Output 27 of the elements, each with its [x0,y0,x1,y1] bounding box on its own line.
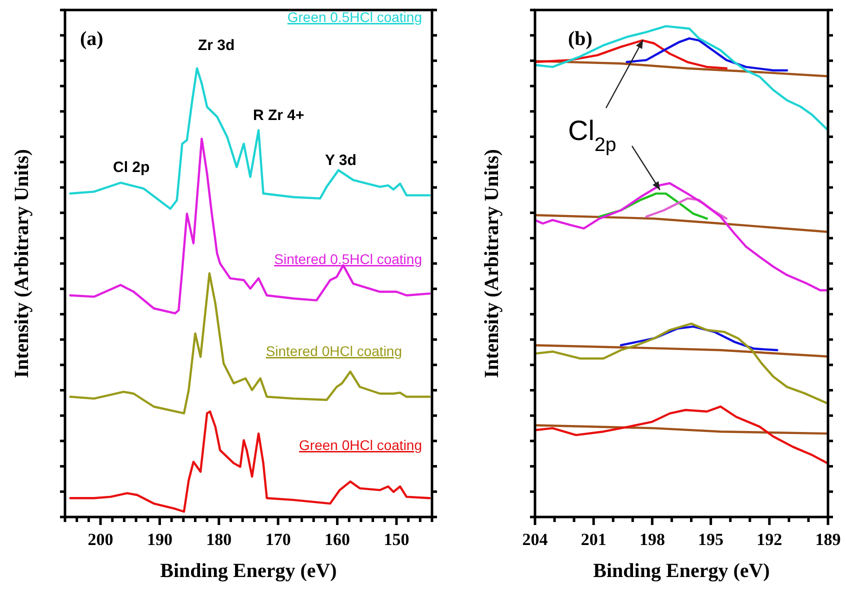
x-tick-label: 201 [580,530,606,549]
x-tick-label: 200 [88,530,114,549]
x-tick-label: 195 [698,530,724,549]
text: Green 0HCl coating [299,437,422,453]
annotation: Y 3d [325,152,356,169]
series-label: Sintered 0HCl coating [266,343,402,359]
x-tick-label: 160 [324,530,350,549]
x-tick-label: 180 [206,530,232,549]
x-tick-label: 198 [639,530,665,549]
x-axis-title: Binding Energy (eV) [160,560,337,582]
y-axis-title: Intensity (Arbitrary Units) [481,149,503,378]
annotation: R Zr 4+ [253,107,305,124]
x-tick-label: 190 [146,530,172,549]
x-tick-label: 189 [815,530,841,549]
annotation: Cl$_{2p}$ [568,115,616,156]
x-tick-label: 170 [265,530,291,549]
x-axis-title: Binding Energy (eV) [593,560,770,582]
y-axis-title: Intensity (Arbitrary Units) [11,149,33,378]
x-tick-label: 192 [756,530,782,549]
x-tick-label: 150 [384,530,410,549]
annotation: Cl 2p [113,159,150,176]
text: Zr 3d [198,37,235,54]
annotation: (b) [568,28,592,50]
series-label: Sintered 0.5HCl coating [274,251,422,267]
text: Green 0.5HCl coating [287,9,422,25]
x-tick-label: 204 [522,530,548,549]
text: (a) [80,28,104,50]
